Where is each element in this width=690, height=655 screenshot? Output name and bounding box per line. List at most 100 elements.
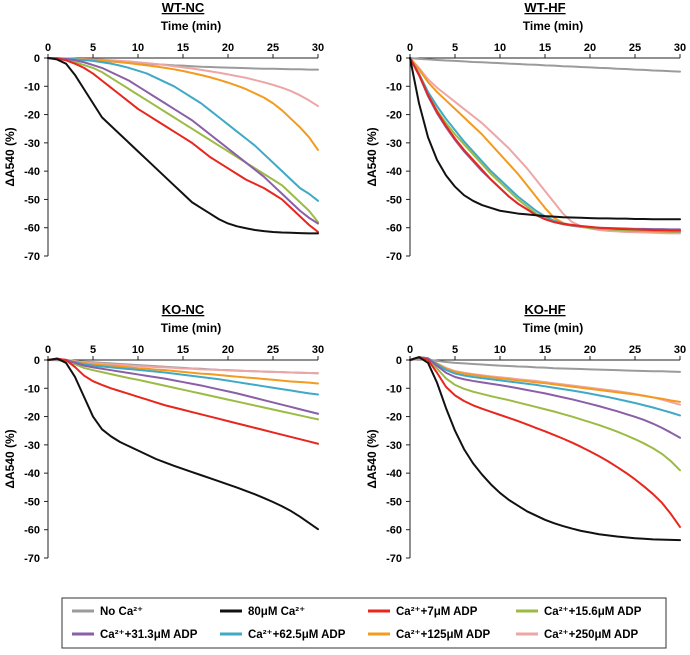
y-tick-label: 0 <box>396 53 402 65</box>
x-axis-label: Time (min) <box>523 321 583 335</box>
legend-label: Ca²⁺+125μM ADP <box>396 629 490 641</box>
legend-label: Ca²⁺+62.5μM ADP <box>248 629 346 641</box>
x-tick-label: 20 <box>222 42 234 54</box>
series-line-ca80 <box>409 356 681 542</box>
y-axis-label: ΔA540 (%) <box>3 429 17 488</box>
y-tick-label: -70 <box>24 251 40 263</box>
legend-item: Ca²⁺+7μM ADP <box>368 606 478 618</box>
panel-ko-nc: KO-NC Time (min) ΔA540 (%) 0 5 10 15 20 25 30 0 -10… <box>3 302 324 565</box>
legend-label: Ca²⁺+31.3μM ADP <box>100 629 198 641</box>
x-tick-label: 25 <box>629 344 641 356</box>
y-tick-label: 0 <box>396 355 402 367</box>
legend-label: No Ca²⁺ <box>100 606 143 618</box>
series-line-adp31_3 <box>47 358 319 415</box>
y-axis-label: ΔA540 (%) <box>365 429 379 488</box>
series-line-no_ca <box>409 358 681 373</box>
y-tick-label: -40 <box>24 468 40 480</box>
series-line-adp62_5 <box>47 358 319 396</box>
y-tick-label: -20 <box>24 412 40 424</box>
panel-wt-hf: WT-HF Time (min) ΔA540 (%) 0 5 10 15 20 25 30 0 -10… <box>365 0 686 263</box>
series-line-adp125 <box>47 358 319 385</box>
series-line-ca80 <box>409 57 681 221</box>
panel-title: KO-HF <box>524 302 565 317</box>
y-tick-label: -30 <box>24 440 40 452</box>
y-tick-label: -60 <box>386 223 402 235</box>
y-tick-label: 0 <box>34 355 40 367</box>
x-axis-label: Time (min) <box>523 19 583 33</box>
x-tick-label: 30 <box>312 42 324 54</box>
x-tick-label: 30 <box>674 344 686 356</box>
legend-item: Ca²⁺+15.6μM ADP <box>516 606 642 618</box>
series-line-adp7 <box>409 57 681 232</box>
x-tick-label: 30 <box>312 344 324 356</box>
y-tick-label: 0 <box>34 53 40 65</box>
series-line-adp15_6 <box>409 356 681 472</box>
series-line-adp62_5 <box>409 57 681 233</box>
series-line-adp7 <box>47 357 319 445</box>
legend-label: Ca²⁺+250μM ADP <box>544 629 638 641</box>
legend-item: Ca²⁺+125μM ADP <box>368 629 490 641</box>
x-tick-label: 10 <box>494 344 506 356</box>
legend: No Ca²⁺ 80μM Ca²⁺ Ca²⁺+7μM ADP Ca²⁺+15.6μM … <box>61 597 667 649</box>
y-tick-label: -20 <box>386 412 402 424</box>
x-tick-label: 5 <box>90 344 96 356</box>
x-tick-label: 0 <box>407 42 413 54</box>
series-line-adp7 <box>409 356 681 528</box>
legend-item: Ca²⁺+62.5μM ADP <box>220 629 346 641</box>
y-tick-label: -40 <box>24 166 40 178</box>
y-tick-label: -60 <box>24 525 40 537</box>
y-tick-label: -10 <box>386 81 402 93</box>
y-tick-label: -20 <box>24 110 40 122</box>
series-line-adp15_6 <box>47 57 319 224</box>
series-line-ca80 <box>47 357 319 531</box>
panel-wt-nc: WT-NC Time (min) ΔA540 (%) 0 5 10 15 20 25 30 0 -10… <box>3 0 324 263</box>
series-line-adp250 <box>409 57 681 235</box>
legend-label: Ca²⁺+15.6μM ADP <box>544 606 642 618</box>
x-tick-label: 0 <box>45 344 51 356</box>
panel-title: KO-NC <box>162 302 205 317</box>
y-tick-label: -30 <box>386 440 402 452</box>
x-tick-label: 5 <box>452 42 458 54</box>
x-axis-label: Time (min) <box>161 19 221 33</box>
legend-item: Ca²⁺+250μM ADP <box>516 629 638 641</box>
series-line-adp125 <box>409 356 681 403</box>
panel-title: WT-HF <box>524 0 565 15</box>
y-tick-label: -30 <box>24 138 40 150</box>
x-tick-label: 15 <box>539 344 551 356</box>
series-line-adp62_5 <box>47 57 319 202</box>
legend-label: 80μM Ca²⁺ <box>248 606 305 618</box>
x-tick-label: 20 <box>222 344 234 356</box>
x-tick-label: 25 <box>267 344 279 356</box>
x-tick-label: 5 <box>452 344 458 356</box>
series-line-adp31_3 <box>47 57 319 225</box>
series-line-adp125 <box>409 57 681 233</box>
y-tick-label: -10 <box>386 383 402 395</box>
y-tick-label: -70 <box>24 553 40 565</box>
series-line-no_ca <box>409 57 681 73</box>
series-line-adp62_5 <box>409 356 681 417</box>
x-tick-label: 25 <box>629 42 641 54</box>
y-axis-label: ΔA540 (%) <box>3 127 17 186</box>
legend-item: 80μM Ca²⁺ <box>220 606 305 618</box>
y-axis-label: ΔA540 (%) <box>365 127 379 186</box>
x-axis-label: Time (min) <box>161 321 221 335</box>
x-tick-label: 15 <box>177 42 189 54</box>
y-tick-label: -40 <box>386 468 402 480</box>
series-line-adp7 <box>47 57 319 233</box>
series-line-adp250 <box>47 358 319 375</box>
legend-box <box>61 597 667 649</box>
y-tick-label: -60 <box>386 525 402 537</box>
y-tick-label: -50 <box>24 496 40 508</box>
series-line-adp15_6 <box>47 358 319 421</box>
panel-ko-hf: KO-HF Time (min) ΔA540 (%) 0 5 10 15 20 25 30 0 -10… <box>365 302 686 565</box>
y-tick-label: -60 <box>24 223 40 235</box>
y-tick-label: -50 <box>24 194 40 206</box>
x-tick-label: 20 <box>584 42 596 54</box>
panel-title: WT-NC <box>162 0 205 15</box>
y-tick-label: -50 <box>386 194 402 206</box>
x-tick-label: 5 <box>90 42 96 54</box>
legend-item: No Ca²⁺ <box>72 606 143 618</box>
x-tick-label: 0 <box>407 344 413 356</box>
y-tick-label: -40 <box>386 166 402 178</box>
